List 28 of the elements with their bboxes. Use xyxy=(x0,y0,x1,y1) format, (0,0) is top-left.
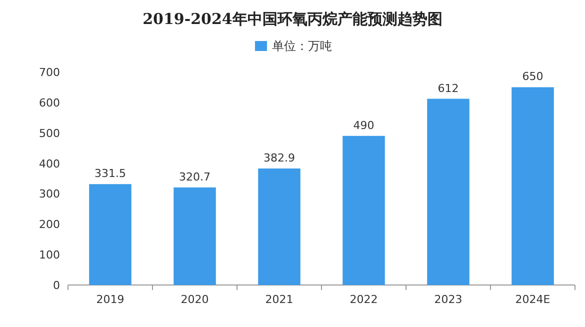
data-label: 320.7 xyxy=(179,170,210,184)
data-label: 382.9 xyxy=(264,151,295,164)
data-label: 612 xyxy=(438,82,459,95)
y-tick-label: 400 xyxy=(39,157,60,170)
y-tick-label: 700 xyxy=(39,66,60,79)
bar xyxy=(342,136,385,285)
x-tick-label: 2023 xyxy=(434,293,462,306)
x-tick-label: 2024E xyxy=(515,293,550,306)
chart-title: 2019-2024年中国环氧丙烷产能预测趋势图 xyxy=(142,10,442,28)
y-tick-label: 0 xyxy=(53,279,60,292)
x-tick-label: 2019 xyxy=(96,293,124,306)
x-tick-label: 2021 xyxy=(265,293,294,306)
bar xyxy=(89,184,132,285)
x-tick-label: 2022 xyxy=(350,293,378,306)
data-label: 490 xyxy=(353,118,374,132)
bar xyxy=(427,98,470,285)
bar xyxy=(174,187,216,285)
legend-label: 单位：万吨 xyxy=(272,39,332,53)
data-label: 331.5 xyxy=(94,167,126,180)
y-tick-label: 100 xyxy=(39,248,60,262)
bar xyxy=(258,168,300,285)
y-tick-label: 500 xyxy=(39,126,60,140)
data-label: 650 xyxy=(522,70,544,84)
y-tick-label: 600 xyxy=(39,96,60,110)
y-tick-label: 300 xyxy=(39,188,60,201)
y-tick-label: 200 xyxy=(39,218,60,232)
x-tick-label: 2020 xyxy=(180,293,209,306)
bar xyxy=(512,87,554,285)
